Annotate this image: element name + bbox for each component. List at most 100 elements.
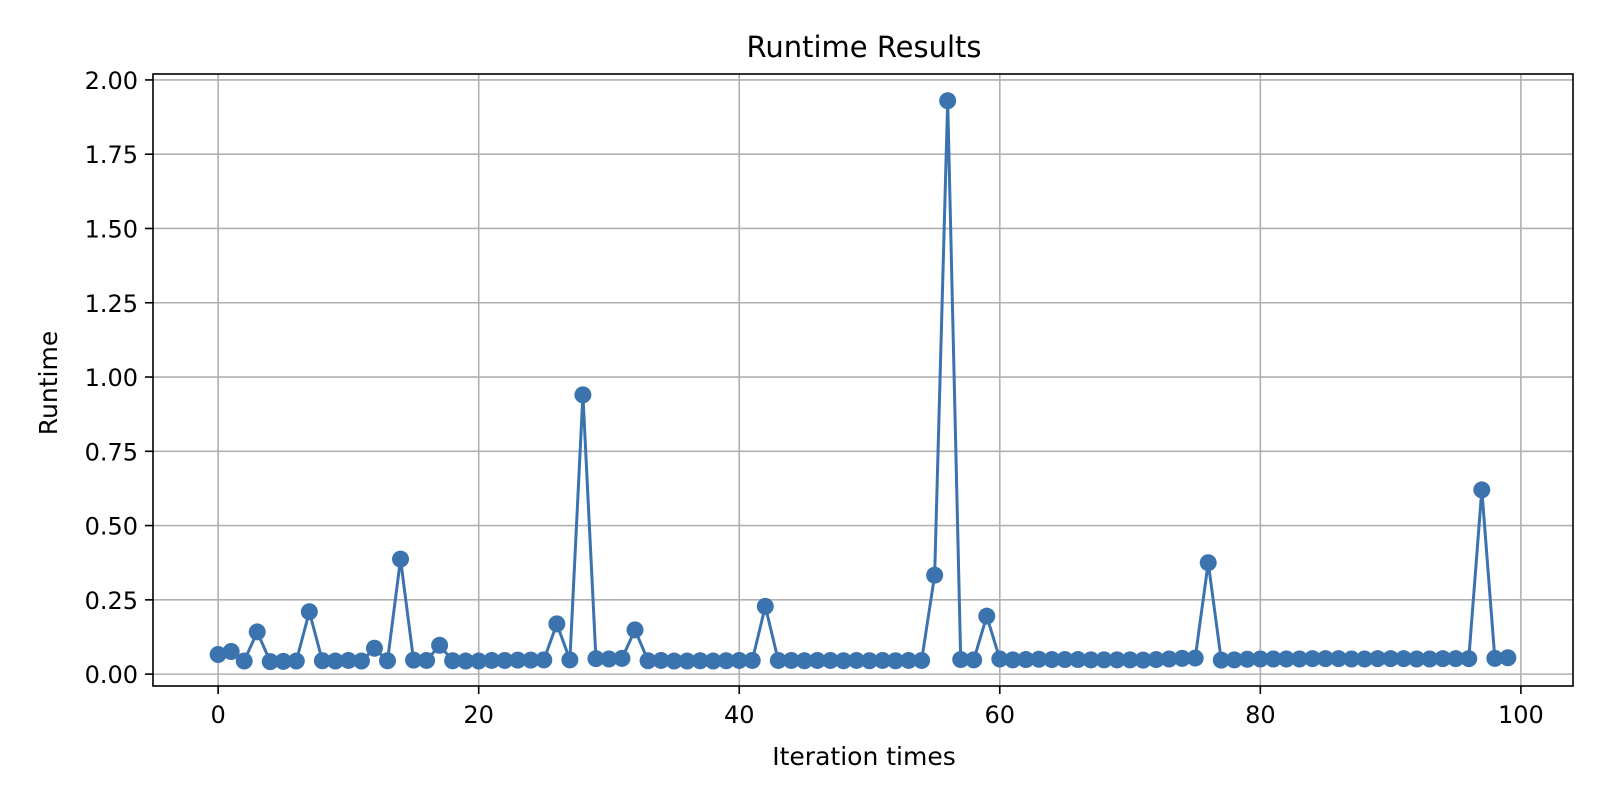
data-point bbox=[704, 652, 722, 670]
data-point bbox=[795, 652, 813, 670]
data-point bbox=[665, 652, 683, 670]
chart-title: Runtime Results bbox=[746, 30, 981, 64]
y-tick-label: 1.75 bbox=[85, 141, 138, 169]
data-point bbox=[405, 651, 423, 669]
data-point bbox=[730, 651, 748, 669]
data-point bbox=[887, 652, 905, 670]
data-point bbox=[1447, 650, 1465, 668]
data-point bbox=[1017, 651, 1035, 669]
data-point bbox=[900, 651, 918, 669]
data-point bbox=[1225, 651, 1243, 669]
data-point bbox=[1251, 650, 1269, 668]
data-point bbox=[1290, 650, 1308, 668]
data-point bbox=[1486, 649, 1504, 667]
data-point bbox=[1499, 649, 1517, 667]
data-point bbox=[1316, 650, 1334, 668]
y-tick-label: 1.00 bbox=[85, 364, 138, 392]
data-point bbox=[509, 651, 527, 669]
data-point bbox=[1030, 650, 1048, 668]
y-axis-label: Runtime bbox=[34, 331, 63, 435]
data-point bbox=[209, 646, 227, 664]
data-point bbox=[1408, 650, 1426, 668]
data-point bbox=[769, 651, 787, 669]
data-point bbox=[522, 651, 540, 669]
data-point bbox=[1473, 481, 1491, 499]
data-point bbox=[392, 550, 410, 568]
data-point bbox=[222, 643, 240, 661]
data-point bbox=[1369, 650, 1387, 668]
y-tick-label: 0.00 bbox=[85, 661, 138, 689]
y-tick-label: 1.50 bbox=[85, 215, 138, 243]
data-point bbox=[861, 652, 879, 670]
data-point bbox=[952, 651, 970, 669]
tick-marks bbox=[145, 79, 1522, 694]
axes-frame bbox=[152, 73, 1574, 687]
grid-lines bbox=[153, 74, 1573, 686]
data-point bbox=[1421, 650, 1439, 668]
x-tick-label: 40 bbox=[724, 701, 755, 729]
data-point bbox=[1199, 554, 1217, 572]
data-point bbox=[1186, 649, 1204, 667]
data-point bbox=[313, 652, 331, 670]
data-point bbox=[261, 653, 279, 671]
data-point bbox=[717, 652, 735, 670]
data-point bbox=[1173, 649, 1191, 667]
data-point bbox=[756, 597, 774, 615]
x-tick-label: 0 bbox=[210, 701, 225, 729]
data-point bbox=[1343, 650, 1361, 668]
data-point bbox=[1069, 651, 1087, 669]
data-point bbox=[639, 652, 657, 670]
data-point bbox=[1382, 650, 1400, 668]
y-tick-label: 0.75 bbox=[85, 438, 138, 466]
data-point bbox=[287, 652, 305, 670]
data-point bbox=[1108, 651, 1126, 669]
data-point bbox=[1095, 651, 1113, 669]
data-point bbox=[378, 652, 396, 670]
data-point bbox=[1160, 650, 1178, 668]
data-point bbox=[926, 566, 944, 584]
data-point bbox=[365, 639, 383, 657]
data-point bbox=[600, 650, 618, 668]
x-tick-label: 60 bbox=[985, 701, 1016, 729]
data-point bbox=[1395, 650, 1413, 668]
data-point bbox=[743, 651, 761, 669]
data-point bbox=[874, 651, 892, 669]
y-tick-label: 0.50 bbox=[85, 513, 138, 541]
data-point bbox=[1264, 650, 1282, 668]
data-point bbox=[1356, 650, 1374, 668]
data-point bbox=[991, 650, 1009, 668]
data-point bbox=[782, 651, 800, 669]
data-point bbox=[1004, 651, 1022, 669]
data-point bbox=[1147, 651, 1165, 669]
data-point bbox=[1134, 651, 1152, 669]
data-point bbox=[535, 651, 553, 669]
x-axis-label: Iteration times bbox=[772, 742, 956, 771]
data-point bbox=[248, 623, 266, 641]
data-point bbox=[939, 92, 957, 110]
data-point bbox=[613, 649, 631, 667]
data-point bbox=[1330, 650, 1348, 668]
x-tick-labels: 0 20 40 60 80 100 bbox=[210, 701, 1543, 729]
data-point bbox=[235, 652, 253, 670]
data-point bbox=[1277, 650, 1295, 668]
data-point bbox=[548, 615, 566, 633]
data-point bbox=[1056, 651, 1074, 669]
data-point bbox=[326, 652, 344, 670]
x-tick-label: 100 bbox=[1498, 701, 1544, 729]
data-point bbox=[274, 652, 292, 670]
data-point bbox=[431, 636, 449, 654]
data-point bbox=[978, 607, 996, 625]
data-point bbox=[678, 652, 696, 670]
data-point bbox=[808, 651, 826, 669]
y-tick-label: 0.25 bbox=[85, 587, 138, 615]
y-tick-label: 2.00 bbox=[85, 67, 138, 95]
data-point bbox=[300, 603, 318, 621]
data-point bbox=[1121, 651, 1139, 669]
data-point bbox=[652, 651, 670, 669]
data-point bbox=[352, 652, 370, 670]
data-point bbox=[574, 386, 592, 404]
data-point bbox=[691, 652, 709, 670]
data-point bbox=[444, 652, 462, 670]
